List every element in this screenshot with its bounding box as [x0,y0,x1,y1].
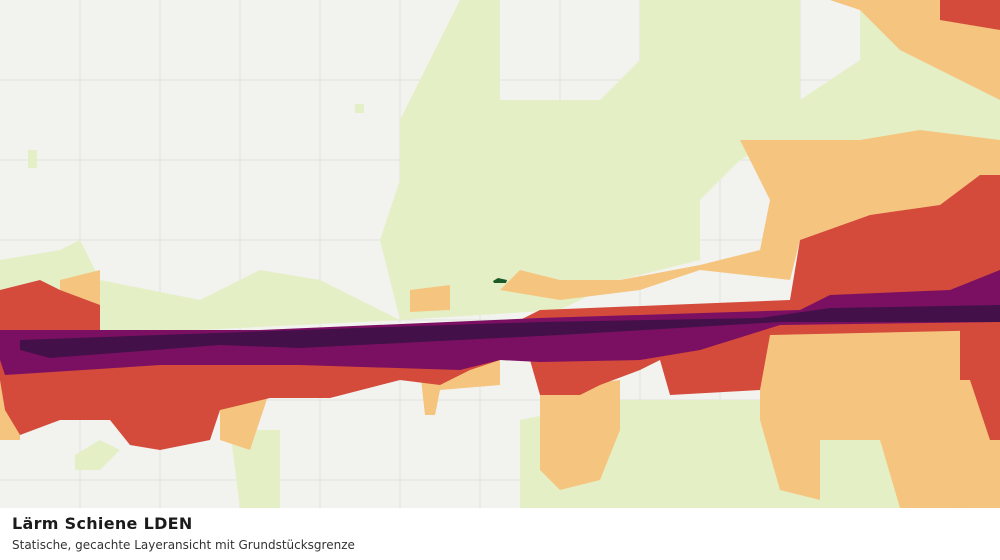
noise-area [760,320,1000,508]
noise-area [830,0,1000,100]
noise-area [230,430,280,508]
noise-zone-very-high [0,270,1000,375]
noise-area [0,270,1000,375]
layer-title: Lärm Schiene LDEN [12,514,193,533]
noise-area [940,0,1000,30]
noise-area [28,150,37,168]
noise-area [500,130,1000,300]
noise-zone-extreme [20,305,1000,358]
noise-area [410,285,450,312]
noise-area [355,104,364,113]
noise-area [790,175,1000,300]
info-panel: Lärm Schiene LDEN Statische, gecachte La… [0,508,1000,560]
noise-area [380,0,1000,320]
noise-area [75,440,120,470]
noise-area [960,330,1000,440]
layer-subtitle: Statische, gecachte Layeransicht mit Gru… [12,538,355,552]
noise-area [540,380,620,490]
location-marker [493,278,507,283]
noise-area [20,305,1000,358]
noise-zone-medium [0,0,1000,508]
